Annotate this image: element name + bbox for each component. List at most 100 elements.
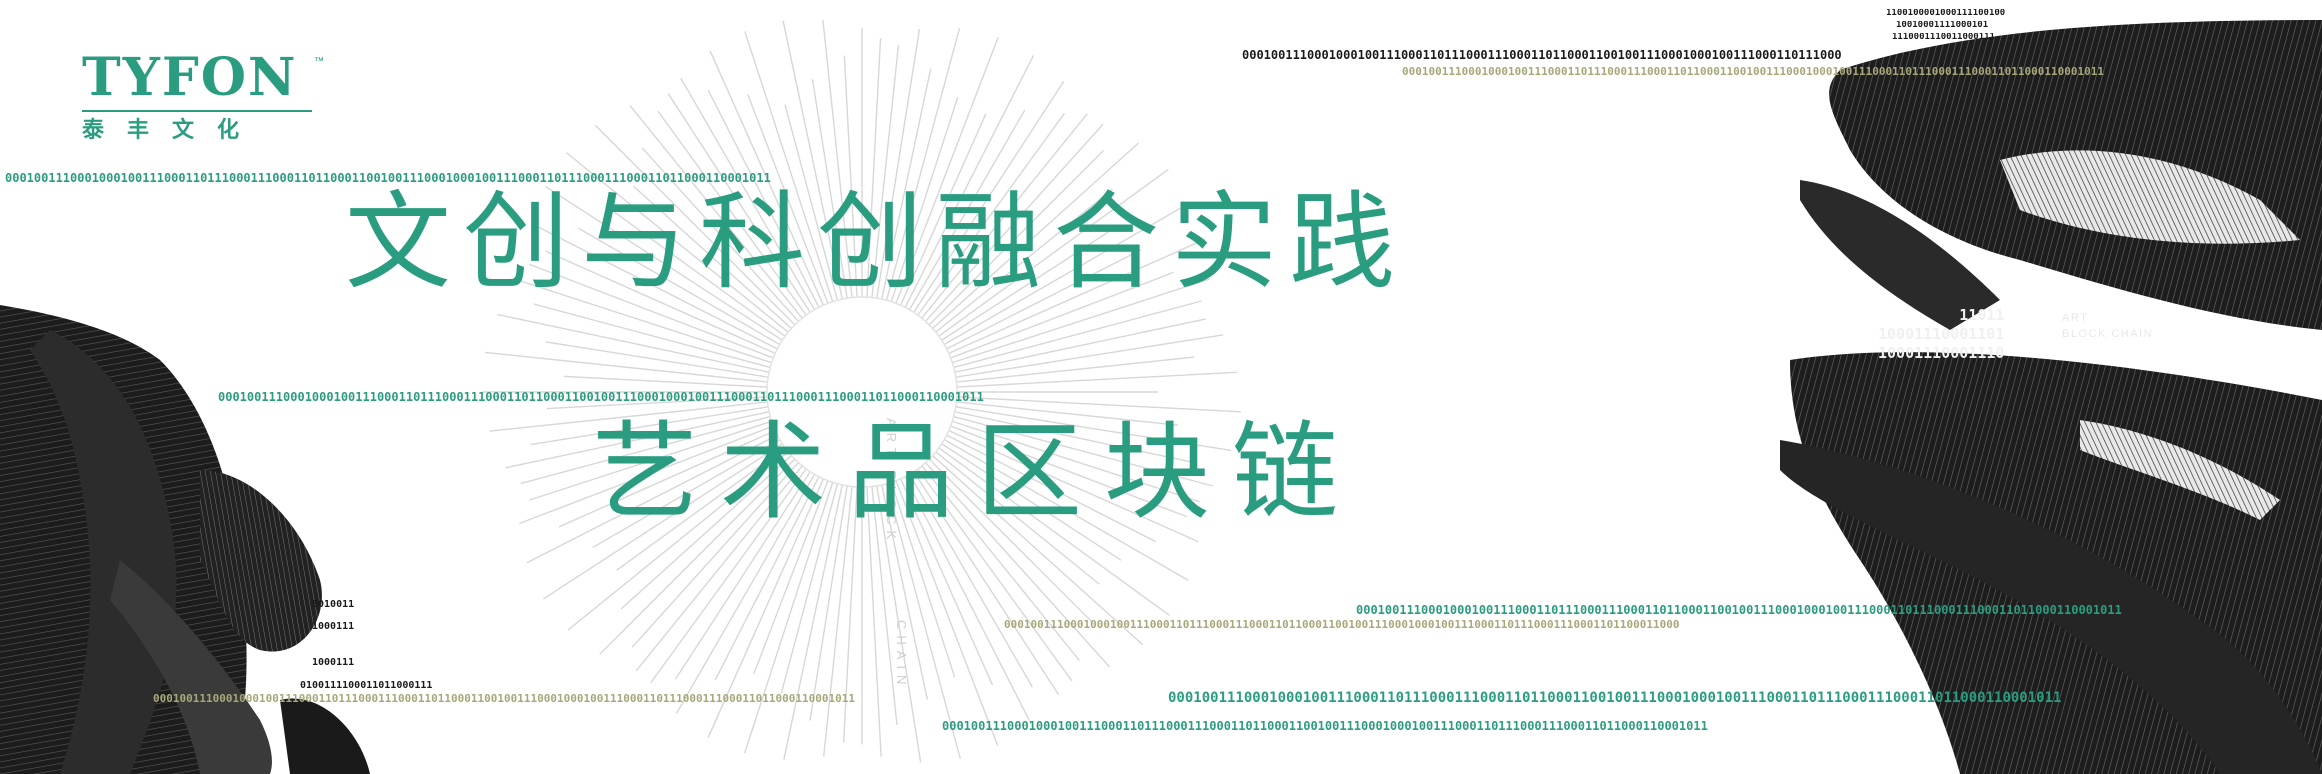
burst-ray bbox=[946, 434, 1156, 543]
burst-ray bbox=[876, 28, 921, 299]
burst-ray bbox=[489, 401, 768, 432]
burst-ray bbox=[528, 263, 774, 359]
vertical-faint-text-2: CHAIN bbox=[894, 620, 909, 691]
burst-ray bbox=[895, 37, 999, 304]
burst-ray bbox=[783, 484, 843, 760]
burst-ray bbox=[900, 478, 994, 686]
binary-line-low-right-3: 0001001110001000100111000110111000111000… bbox=[1168, 691, 2062, 705]
burst-ray bbox=[674, 471, 811, 680]
burst-ray bbox=[650, 468, 807, 684]
burst-ray bbox=[921, 113, 1088, 319]
burst-ray bbox=[871, 44, 900, 298]
burst-ray bbox=[529, 420, 772, 501]
burst-ray bbox=[904, 476, 1032, 725]
burst-ray bbox=[594, 124, 796, 326]
burst-ray bbox=[932, 455, 1144, 646]
burst-ray bbox=[546, 396, 768, 410]
burst-ray bbox=[526, 434, 778, 564]
burst-ray bbox=[707, 478, 824, 738]
binary-line-mid-left: 0001001110001000100111000110111000111000… bbox=[218, 391, 984, 403]
burst-ray bbox=[885, 28, 961, 301]
binary-line-low-right-1: 0001001110001000100111000110111000111000… bbox=[1356, 604, 2122, 616]
burst-ray bbox=[925, 462, 1111, 668]
burst-ray bbox=[784, 104, 839, 301]
burst-ray bbox=[620, 455, 792, 610]
burst-ray bbox=[519, 425, 774, 525]
burst-ray bbox=[956, 371, 1237, 388]
burst-ring bbox=[766, 296, 958, 488]
burst-ray bbox=[545, 250, 776, 354]
burst-ray bbox=[890, 482, 956, 678]
burst-ray bbox=[709, 50, 824, 306]
side-art-line1: ART bbox=[2062, 312, 2089, 324]
logo: TYFON ™ 泰丰文化 bbox=[82, 52, 342, 142]
side-binary-block: 11011 10001110001101 10001110001110 bbox=[1878, 306, 2004, 363]
burst-ray bbox=[744, 31, 834, 302]
burst-ray bbox=[904, 54, 1035, 308]
burst-ray bbox=[955, 334, 1224, 378]
side-binary-3: 10001110001110 bbox=[1878, 344, 2005, 362]
burst-ray bbox=[822, 19, 853, 298]
burst-ray bbox=[953, 300, 1202, 369]
burst-ray bbox=[908, 473, 1033, 688]
logo-rule bbox=[82, 110, 312, 112]
burst-ray bbox=[811, 79, 848, 299]
burst-ray bbox=[578, 227, 781, 346]
burst-ray bbox=[956, 401, 1179, 426]
burst-ray bbox=[675, 473, 816, 715]
side-art-line2: BLOCK CHAIN bbox=[2062, 328, 2154, 340]
burst-ray bbox=[917, 468, 1073, 682]
binary-line-corner-1: 1100100001000111100100 bbox=[1886, 9, 2006, 18]
binary-line-top-left: 0001001110001000100111000110111000111000… bbox=[5, 172, 771, 184]
burst-ray bbox=[780, 483, 839, 694]
burst-ray bbox=[954, 411, 1193, 463]
burst-ray bbox=[743, 482, 834, 754]
side-binary-1: 11011 bbox=[1959, 306, 2005, 324]
burst-ray bbox=[616, 447, 786, 571]
burst-ray bbox=[938, 447, 1170, 616]
binary-line-bottom-mid: 0001001110001000100111000110111000111000… bbox=[942, 720, 1708, 732]
binary-line-top-right-2: 0001001110001000100111000110111000111000… bbox=[1402, 66, 2104, 77]
burst-ray bbox=[599, 458, 796, 655]
burst-ray bbox=[545, 185, 783, 341]
burst-ray bbox=[925, 123, 1104, 322]
burst-ray bbox=[866, 38, 882, 298]
burst-ray bbox=[532, 223, 778, 350]
burst-ray bbox=[950, 425, 1188, 518]
burst-ray bbox=[955, 406, 1232, 452]
burst-ray bbox=[635, 465, 803, 672]
binary-small-3: 1000111 bbox=[312, 658, 355, 668]
burst-ray bbox=[881, 68, 932, 300]
burst-ray bbox=[948, 238, 1206, 354]
burst-ray bbox=[485, 351, 768, 383]
binary-line-corner-3: 1110001110011000111 bbox=[1892, 33, 1995, 42]
burst-ray bbox=[533, 303, 771, 369]
burst-ray bbox=[935, 451, 1100, 585]
burst-ray bbox=[497, 313, 770, 373]
burst-ray bbox=[913, 80, 1065, 313]
burst-ray bbox=[657, 110, 807, 316]
burst-ray bbox=[613, 211, 786, 337]
burst-ray bbox=[545, 341, 769, 378]
burst-ray bbox=[950, 271, 1174, 359]
burst-ray bbox=[632, 185, 792, 329]
burst-ray bbox=[881, 484, 929, 700]
burst-ray bbox=[954, 318, 1207, 373]
binary-line-bottom-left: 0001001110001000100111000110111000111000… bbox=[153, 693, 855, 704]
burst-ray bbox=[782, 20, 843, 300]
burst-ray bbox=[908, 109, 1026, 311]
burst-ray bbox=[941, 227, 1115, 341]
burst-ray bbox=[956, 356, 1194, 383]
burst-ray bbox=[842, 486, 858, 743]
burst-ray bbox=[563, 375, 768, 388]
burst-ray bbox=[921, 465, 1080, 661]
headline-line-2: 艺术品区块链 bbox=[592, 411, 1360, 534]
burst-ray bbox=[928, 458, 1094, 624]
right-paint-strokes bbox=[1780, 20, 2322, 774]
burst-ray bbox=[517, 279, 772, 364]
binary-line-low-right-2: 0001001110001000100111000110111000111000… bbox=[1004, 619, 1680, 630]
burst-ray bbox=[707, 89, 820, 308]
binary-line-corner-2: 10010001111000101 bbox=[1896, 21, 1989, 30]
binary-small-4: 0100111100011011000111 bbox=[300, 681, 433, 691]
